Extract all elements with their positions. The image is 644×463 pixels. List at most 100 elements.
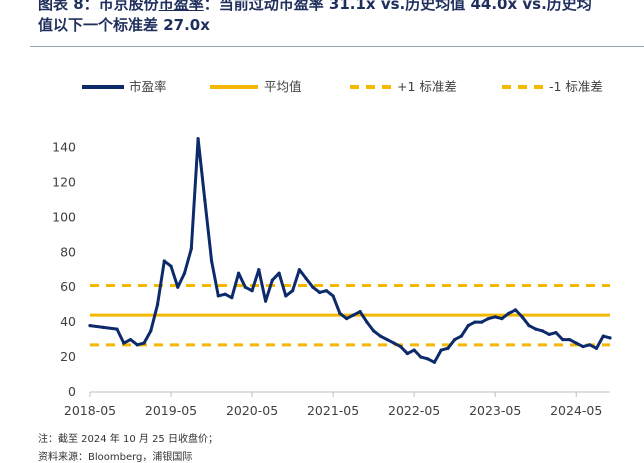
legend-label-pe: 市盈率 <box>129 79 167 94</box>
data-point <box>351 313 355 317</box>
data-point <box>331 294 335 298</box>
data-point <box>608 336 612 340</box>
data-point <box>270 278 274 282</box>
y-axis: 0 20 40 60 80 100 120 140 <box>52 139 76 399</box>
data-point <box>297 268 301 272</box>
data-point <box>88 324 92 328</box>
data-point <box>216 294 220 298</box>
data-point <box>162 259 166 263</box>
x-axis: 2018-05 2019-05 2020-05 2021-05 2022-05 2023-… <box>64 391 610 418</box>
caption-line-2: 值以下一个标准差 27.0x <box>38 16 210 34</box>
series-line-pe <box>88 137 612 364</box>
data-point <box>412 348 416 352</box>
data-point <box>257 268 261 272</box>
data-point <box>594 346 599 350</box>
chart-legend: 市盈率 平均值 +1 标准差 -1 标准差 <box>82 79 603 94</box>
data-point <box>385 338 389 342</box>
data-point <box>534 327 538 331</box>
data-point <box>236 271 241 275</box>
data-point <box>263 299 268 303</box>
data-point <box>290 289 295 293</box>
caption-metric: 市盈率 <box>158 0 204 13</box>
data-point <box>115 327 119 331</box>
y-tick-label: 100 <box>52 209 76 224</box>
data-point <box>419 355 423 359</box>
x-tick-label: 2023-05 <box>469 403 521 418</box>
x-tick-label: 2019-05 <box>145 403 197 418</box>
data-point <box>500 317 504 321</box>
data-point <box>466 324 470 328</box>
data-point <box>209 259 214 263</box>
data-point <box>574 341 578 345</box>
data-point <box>223 292 227 296</box>
data-point <box>338 311 342 315</box>
data-point <box>189 247 193 251</box>
caption-line-1: 图表 8：市京股份市盈率：当前过动市盈率 31.1x vs.历史均值 44.0x… <box>38 0 644 15</box>
data-point <box>318 290 322 295</box>
data-point <box>304 276 308 281</box>
data-point <box>527 324 531 328</box>
pe-band-chart: 市盈率 平均值 +1 标准差 -1 标准差 0 20 40 60 80 100 120 140… <box>52 79 612 418</box>
data-point <box>203 198 207 202</box>
data-point <box>358 310 362 314</box>
band-lines <box>90 283 610 347</box>
data-point <box>439 348 443 352</box>
footnote: 注：截至 2024 年 10 月 25 日收盘价； <box>38 434 218 445</box>
data-point <box>486 317 491 321</box>
caption-company: 市京股份 <box>98 0 159 13</box>
x-tick-label: 2024-05 <box>550 403 602 418</box>
data-point <box>345 317 349 321</box>
data-point <box>365 320 369 324</box>
data-point <box>182 271 187 275</box>
data-point <box>399 344 403 349</box>
caption-prefix: 图表 8： <box>38 0 99 13</box>
data-point <box>561 338 565 342</box>
data-point <box>540 329 545 333</box>
data-point <box>480 320 484 324</box>
data-point <box>155 303 160 307</box>
y-tick-label: 60 <box>60 279 76 294</box>
figure-caption: 图表 8：市京股份市盈率：当前过动市盈率 31.1x vs.历史均值 44.0x… <box>38 0 644 36</box>
x-tick-label: 2018-05 <box>64 403 116 418</box>
data-point <box>169 264 173 268</box>
y-tick-label: 20 <box>60 349 76 364</box>
data-point <box>473 320 477 324</box>
data-point <box>513 308 518 312</box>
data-point <box>284 294 288 298</box>
data-point <box>230 296 234 300</box>
x-tick-label: 2020-05 <box>226 403 278 418</box>
data-point <box>176 285 180 289</box>
legend-label-minus1: -1 标准差 <box>549 79 603 94</box>
caption-suffix: ：当前过动市盈率 31.1x vs.历史均值 44.0x vs.历史均 <box>203 0 592 13</box>
x-tick-label: 2022-05 <box>388 403 440 418</box>
data-point <box>547 332 551 336</box>
data-point <box>405 351 410 356</box>
data-point <box>311 285 315 289</box>
data-point <box>392 341 396 345</box>
data-point <box>453 338 457 342</box>
legend-label-plus1: +1 标准差 <box>397 79 457 94</box>
caption-divider <box>30 46 644 47</box>
data-point <box>567 338 572 342</box>
data-point <box>324 289 328 293</box>
data-point <box>149 329 153 333</box>
y-tick-label: 80 <box>60 244 76 259</box>
source-note: 资料来源：Bloomberg，浦银国际 <box>38 452 193 463</box>
data-point <box>601 334 605 338</box>
x-tick-label: 2021-05 <box>307 403 359 418</box>
data-point <box>446 346 450 350</box>
y-tick-label: 120 <box>52 174 76 189</box>
data-point <box>507 311 511 315</box>
data-point <box>142 341 146 345</box>
data-point <box>520 315 524 319</box>
data-point <box>196 137 200 141</box>
y-tick-label: 40 <box>60 314 76 329</box>
data-point <box>122 341 126 345</box>
data-point <box>493 315 497 319</box>
y-tick-label: 0 <box>68 384 76 399</box>
data-point <box>135 343 139 347</box>
data-point <box>277 271 281 275</box>
data-point <box>459 334 464 338</box>
data-point <box>128 338 133 342</box>
series-layer <box>88 137 612 364</box>
